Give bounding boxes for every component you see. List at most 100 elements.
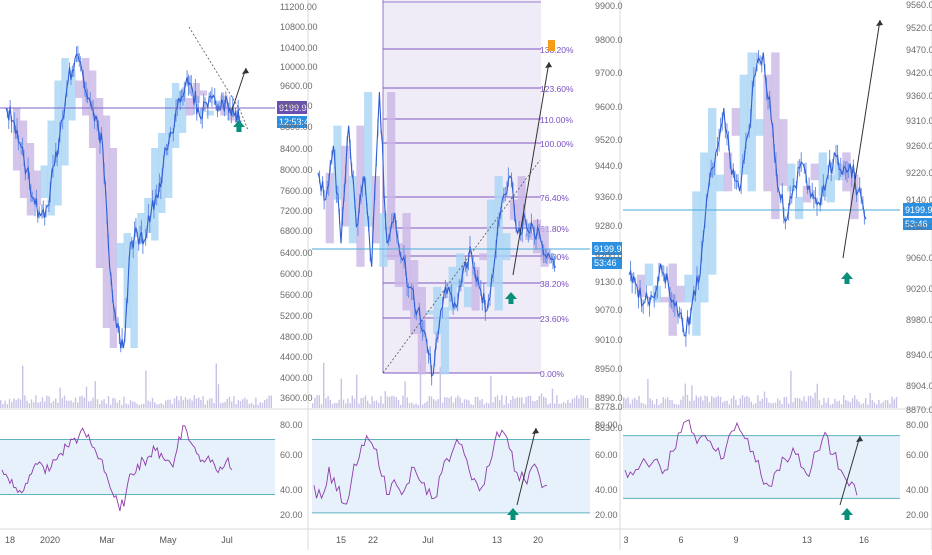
volume-bar (259, 402, 261, 408)
volume-bar (693, 400, 695, 408)
volume-bar (191, 400, 193, 408)
volume-bar (772, 403, 774, 408)
volume-bar (237, 400, 239, 408)
volume-bar (466, 399, 468, 408)
volume-bar (268, 395, 270, 408)
volume-bar (121, 404, 123, 408)
volume-bar (253, 404, 255, 408)
volume-bar (499, 400, 501, 408)
volume-bar (46, 395, 48, 408)
volume-bar (505, 395, 507, 408)
y-tick-label: 9600.0 (595, 102, 623, 112)
volume-bar (206, 400, 209, 408)
ichimoku-cloud (525, 233, 534, 240)
ichimoku-cloud (348, 176, 357, 244)
x-tick-label: 3 (623, 535, 628, 545)
ichimoku-cloud (715, 174, 725, 192)
volume-bar (761, 398, 763, 408)
projection-line (231, 67, 247, 111)
volume-bar (678, 404, 680, 408)
volume-bar (525, 397, 527, 408)
countdown-tag (277, 116, 307, 128)
volume-bar (638, 395, 640, 408)
price-tag-label: 9199.9 (905, 205, 932, 215)
countdown-tag-label: 12:53:46 (279, 117, 314, 127)
ichimoku-cloud (660, 296, 669, 303)
x-tick-label: 6 (678, 535, 683, 545)
volume-bar (264, 400, 266, 408)
y-tick-label: 8940.0 (906, 350, 932, 360)
y-tick-label: 8950.0 (595, 364, 623, 374)
volume-bar (810, 395, 812, 408)
volume-bar (15, 400, 17, 408)
countdown-tag-label: 53:46 (594, 258, 617, 268)
y-tick-label: 9700.0 (595, 68, 623, 78)
ichimoku-cloud (517, 176, 526, 227)
volume-bar (198, 397, 200, 408)
volume-bar (165, 400, 167, 408)
volume-bar (836, 401, 838, 408)
volume-bar (437, 399, 439, 408)
volume-bar (154, 402, 156, 408)
volume-bar (182, 400, 184, 408)
price-line (5, 53, 242, 349)
ichimoku-cloud (850, 174, 859, 220)
y-tick-label: 9130.0 (595, 277, 623, 287)
ichimoku-cloud (810, 163, 820, 181)
volume-bar (345, 403, 347, 408)
fib-level-label: 138.20% (540, 45, 574, 55)
ichimoku-cloud (794, 196, 804, 220)
volume-bar (649, 398, 651, 408)
price-tag (592, 242, 622, 255)
volume-bar (231, 401, 233, 408)
volume-bar (441, 402, 444, 408)
volume-bar (777, 398, 779, 408)
y-tick-label: 9360.0 (906, 91, 932, 101)
volume-bar (435, 400, 437, 408)
volume-bar (41, 397, 44, 408)
volume-bar (149, 401, 151, 408)
volume-bar (360, 398, 362, 408)
countdown-tag-label: 53:46 (905, 219, 928, 229)
y-tick-label: 9600.00 (280, 81, 313, 91)
volume-bar (338, 399, 340, 408)
volume-bar (215, 363, 217, 408)
volume-bar (675, 404, 678, 408)
ichimoku-cloud (456, 253, 465, 287)
volume-bar (629, 403, 631, 408)
volume-bar (529, 395, 532, 408)
volume-bar (358, 403, 360, 408)
volume-bar (576, 395, 578, 408)
volume-bar (770, 403, 772, 408)
volume-bar (114, 398, 116, 408)
volume-bar (523, 403, 525, 408)
ichimoku-cloud (708, 108, 717, 275)
volume-bar (536, 399, 538, 408)
volume-bar (847, 400, 849, 408)
volume-bar (680, 399, 682, 408)
volume-bar (316, 395, 318, 408)
volume-bar (656, 398, 658, 408)
ichimoku-cloud (763, 74, 772, 192)
volume-bar (428, 395, 430, 408)
volume-bar (261, 402, 264, 408)
up-arrow-icon (841, 508, 853, 520)
volume-bar (0, 400, 2, 408)
volume-bar (543, 396, 545, 408)
volume-bar (715, 397, 717, 408)
volume-bar (28, 403, 30, 408)
volume-bar (840, 404, 843, 408)
y-tick-label: 4400.00 (280, 352, 313, 362)
y-tick-label: 11200.00 (280, 2, 317, 12)
volume-bar (571, 399, 573, 408)
ichimoku-cloud (818, 152, 827, 197)
volume-bar (669, 400, 671, 408)
volume-bar (430, 396, 433, 408)
y-tick-label: 8890.0 (595, 393, 623, 403)
volume-bar (246, 399, 248, 408)
volume-bar (876, 404, 878, 408)
volume-bar (329, 399, 331, 408)
volume-bar (169, 399, 171, 408)
volume-bar (623, 397, 625, 408)
volume-bar (667, 397, 669, 408)
